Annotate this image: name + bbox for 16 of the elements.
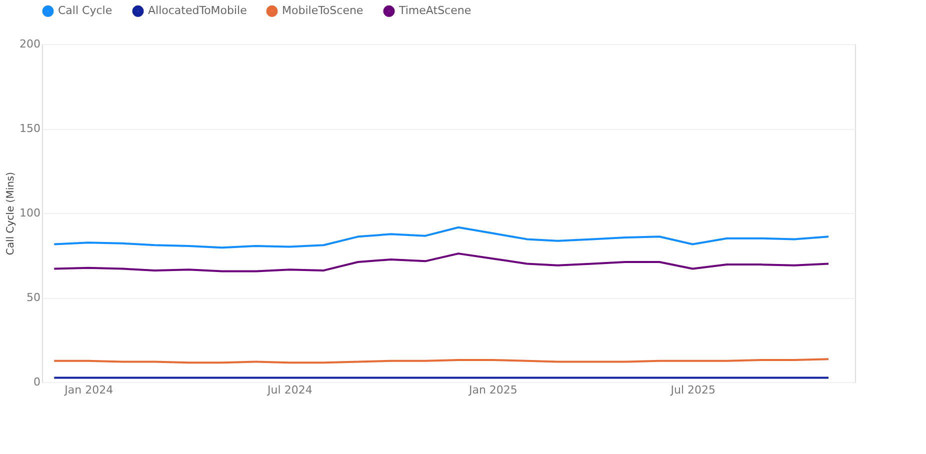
line-series <box>53 226 830 249</box>
x-tick-label: Jul 2025 <box>670 384 716 396</box>
x-tick-label: Jan 2024 <box>64 384 114 396</box>
legend-label: AllocatedToMobile <box>148 4 248 18</box>
x-tick-label: Jan 2025 <box>468 384 518 396</box>
y-tick-label: 50 <box>26 291 40 304</box>
y-axis-title: Call Cycle (Mins) <box>6 172 17 256</box>
legend-label: Call Cycle <box>58 4 112 18</box>
y-tick-label: 100 <box>20 206 40 220</box>
y-tick-label: 150 <box>20 122 40 135</box>
legend-label: MobileToScene <box>282 4 364 18</box>
y-tick-label: 200 <box>20 38 40 50</box>
line-series <box>53 252 830 272</box>
x-tick-label: Jul 2024 <box>266 384 312 396</box>
y-tick-label: 0 <box>34 376 40 388</box>
legend-label: TimeAtScene <box>398 4 472 18</box>
